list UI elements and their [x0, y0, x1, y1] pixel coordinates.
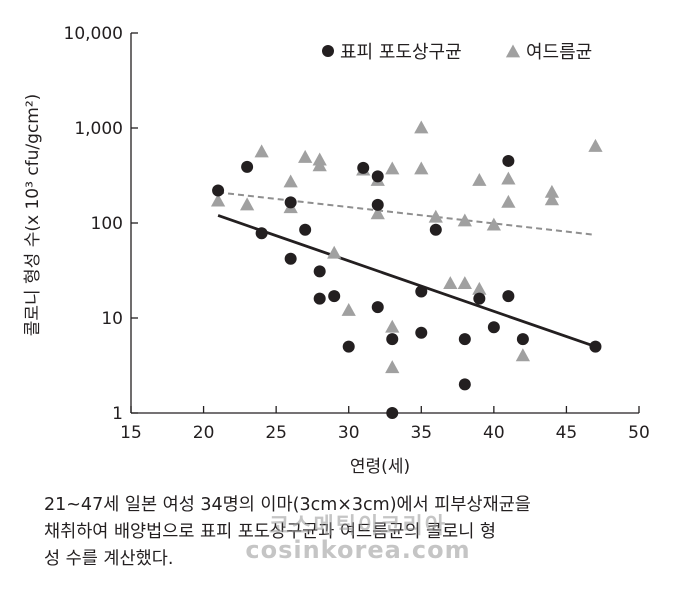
- data-point-circle: [255, 227, 268, 240]
- data-point-triangle: [544, 184, 560, 198]
- data-point-triangle: [457, 276, 472, 290]
- data-point-circle: [516, 333, 529, 346]
- data-point-triangle: [501, 171, 516, 185]
- data-point-circle: [313, 265, 326, 278]
- data-point-circle: [328, 290, 341, 303]
- x-tick-label: 15: [120, 423, 142, 443]
- chart-legend: 표피 포도상구균 여드름균: [322, 42, 592, 63]
- data-point-triangle: [312, 158, 327, 172]
- y-tick-label: 100: [91, 214, 123, 234]
- data-point-triangle: [385, 360, 400, 374]
- data-point-circle: [212, 184, 225, 197]
- data-point-triangle: [428, 209, 443, 223]
- x-tick-label: 30: [338, 423, 360, 443]
- scatter-chart: 10,000 1,000 100 10 115 20 25 30 35 40 45 50 표피 포도상…: [23, 24, 650, 477]
- data-point-triangle: [385, 319, 400, 333]
- data-point-triangle: [341, 302, 356, 316]
- data-point-triangle: [588, 138, 603, 152]
- data-point-circle: [487, 321, 500, 334]
- data-point-circle: [473, 292, 486, 305]
- data-point-circle: [241, 160, 254, 173]
- x-tick-label: 40: [483, 423, 505, 443]
- x-tick-label: 25: [265, 423, 287, 443]
- data-point-triangle: [298, 149, 313, 163]
- trendline-solid: [217, 214, 596, 348]
- x-tick-label: 50: [628, 423, 650, 443]
- legend-triangle-marker: [505, 44, 521, 58]
- data-point-circle: [299, 223, 312, 236]
- data-point-triangle: [385, 161, 400, 175]
- data-point-circle: [386, 407, 399, 419]
- data-points: [210, 120, 603, 419]
- data-point-triangle: [210, 193, 226, 207]
- data-point-triangle: [544, 192, 560, 206]
- data-point-circle: [502, 154, 515, 167]
- data-point-circle: [284, 196, 297, 209]
- x-axis-title: 연령(세): [350, 457, 410, 477]
- trendlines: [217, 191, 596, 348]
- data-point-triangle: [414, 120, 429, 134]
- caption-line: 21~47세 일본 여성 34명의 이마(3cm×3cm)에서 피부상재균을: [44, 495, 531, 515]
- data-point-triangle: [370, 206, 385, 220]
- data-point-triangle: [486, 217, 501, 231]
- data-point-circle: [589, 340, 602, 353]
- data-point-circle: [458, 333, 471, 346]
- data-point-circle: [371, 301, 384, 314]
- data-point-triangle: [515, 348, 531, 362]
- data-point-circle: [371, 170, 384, 183]
- data-point-triangle: [501, 194, 516, 208]
- legend-label: 여드름균: [526, 42, 592, 63]
- y-tick-label: 1,000: [74, 119, 123, 139]
- data-point-triangle: [254, 144, 269, 158]
- y-axis-title: 콜로니 형성 수(x 10³ cfu/gcm²): [23, 94, 43, 337]
- data-point-triangle: [472, 281, 487, 295]
- y-tick-label: 10: [101, 309, 123, 329]
- legend-circle-marker: [322, 45, 334, 57]
- x-tick-label: 35: [410, 423, 432, 443]
- data-point-circle: [415, 326, 428, 339]
- caption-line: 채취하여 배양법으로 표피 포도상구균과 여드름균의 콜로니 형: [44, 522, 496, 542]
- chart-axes: 10,000 1,000 100 10 115 20 25 30 35 40 45 50: [64, 24, 650, 443]
- data-point-triangle: [327, 245, 342, 259]
- data-point-triangle: [283, 174, 298, 188]
- data-point-circle: [313, 292, 326, 305]
- data-point-circle: [386, 333, 399, 346]
- data-point-circle: [429, 223, 442, 236]
- y-tick-label: 10,000: [64, 24, 123, 44]
- chart-caption: 21~47세 일본 여성 34명의 이마(3cm×3cm)에서 피부상재균을 채…: [44, 492, 660, 573]
- data-point-circle: [342, 340, 355, 353]
- data-point-circle: [415, 285, 428, 298]
- x-tick-label: 20: [193, 423, 215, 443]
- data-point-circle: [284, 252, 297, 265]
- data-point-triangle: [472, 173, 487, 186]
- x-tick-label: 45: [556, 423, 578, 443]
- data-point-circle: [371, 198, 384, 211]
- data-point-circle: [458, 378, 471, 391]
- caption-line: 성 수를 계산했다.: [44, 549, 174, 569]
- data-point-triangle: [414, 161, 429, 175]
- data-point-circle: [502, 290, 515, 303]
- data-point-triangle: [443, 276, 458, 290]
- legend-label: 표피 포도상구균: [340, 42, 462, 63]
- data-point-triangle: [457, 213, 472, 227]
- data-point-triangle: [239, 197, 255, 211]
- data-point-circle: [357, 161, 370, 174]
- y-tick-label: 1: [112, 404, 123, 424]
- trendline-dashed: [217, 191, 596, 236]
